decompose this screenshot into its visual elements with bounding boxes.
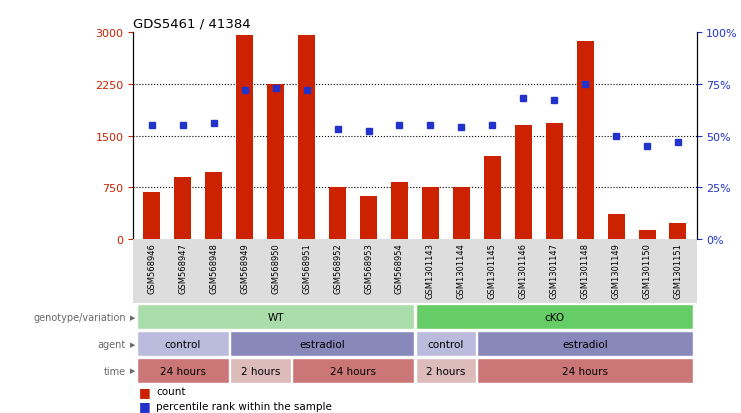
Bar xyxy=(453,187,470,240)
Text: GSM568950: GSM568950 xyxy=(271,243,280,293)
Text: GSM1301147: GSM1301147 xyxy=(550,243,559,299)
Text: GSM1301144: GSM1301144 xyxy=(457,243,466,299)
Text: ■: ■ xyxy=(139,399,150,412)
Text: 2 hours: 2 hours xyxy=(241,366,280,376)
Bar xyxy=(477,332,693,356)
Text: GSM1301149: GSM1301149 xyxy=(611,243,621,299)
Text: GSM568948: GSM568948 xyxy=(209,243,219,294)
Bar xyxy=(268,85,285,240)
Text: genotype/variation: genotype/variation xyxy=(33,312,126,322)
Text: GSM568952: GSM568952 xyxy=(333,243,342,293)
Text: GSM568946: GSM568946 xyxy=(147,243,156,294)
Bar xyxy=(230,358,290,383)
Text: GSM1301146: GSM1301146 xyxy=(519,243,528,299)
Text: GDS5461 / 41384: GDS5461 / 41384 xyxy=(133,17,251,31)
Bar xyxy=(391,183,408,240)
Text: 24 hours: 24 hours xyxy=(330,366,376,376)
Text: control: control xyxy=(165,339,201,349)
Text: 24 hours: 24 hours xyxy=(160,366,206,376)
Text: GSM1301150: GSM1301150 xyxy=(642,243,651,299)
Bar xyxy=(360,197,377,240)
Text: 2 hours: 2 hours xyxy=(426,366,465,376)
Text: GSM1301148: GSM1301148 xyxy=(581,243,590,299)
Text: WT: WT xyxy=(268,312,284,322)
Bar xyxy=(329,187,346,240)
Text: GSM568949: GSM568949 xyxy=(240,243,249,293)
Text: GSM1301145: GSM1301145 xyxy=(488,243,496,299)
Text: cKO: cKO xyxy=(544,312,564,322)
Bar xyxy=(422,187,439,240)
Text: ■: ■ xyxy=(139,385,150,398)
Text: control: control xyxy=(428,339,464,349)
Bar xyxy=(236,36,253,240)
Text: estradiol: estradiol xyxy=(562,339,608,349)
Bar xyxy=(416,332,476,356)
Bar xyxy=(298,36,315,240)
Bar xyxy=(515,126,532,240)
Text: 24 hours: 24 hours xyxy=(562,366,608,376)
Bar xyxy=(292,358,414,383)
Bar xyxy=(669,223,686,240)
Text: ▶: ▶ xyxy=(130,314,135,320)
Bar xyxy=(477,358,693,383)
Bar xyxy=(608,215,625,240)
Bar xyxy=(576,42,594,240)
Bar xyxy=(639,230,656,240)
Bar xyxy=(137,332,229,356)
Bar xyxy=(137,305,414,329)
Text: GSM568951: GSM568951 xyxy=(302,243,311,293)
Bar xyxy=(144,192,161,240)
Text: count: count xyxy=(156,386,185,396)
Text: time: time xyxy=(104,366,126,376)
Text: GSM568947: GSM568947 xyxy=(179,243,187,294)
Bar xyxy=(230,332,414,356)
Bar xyxy=(205,172,222,240)
Text: GSM568954: GSM568954 xyxy=(395,243,404,293)
Text: agent: agent xyxy=(98,339,126,349)
Text: estradiol: estradiol xyxy=(299,339,345,349)
Bar xyxy=(484,157,501,240)
Text: percentile rank within the sample: percentile rank within the sample xyxy=(156,401,332,411)
Bar xyxy=(416,305,693,329)
Text: ▶: ▶ xyxy=(130,341,135,347)
Bar xyxy=(137,358,229,383)
Bar xyxy=(416,358,476,383)
Text: GSM568953: GSM568953 xyxy=(364,243,373,294)
Text: ▶: ▶ xyxy=(130,368,135,374)
Text: GSM1301143: GSM1301143 xyxy=(426,243,435,299)
Bar xyxy=(174,178,191,240)
Bar xyxy=(545,124,562,240)
Text: GSM1301151: GSM1301151 xyxy=(674,243,682,299)
